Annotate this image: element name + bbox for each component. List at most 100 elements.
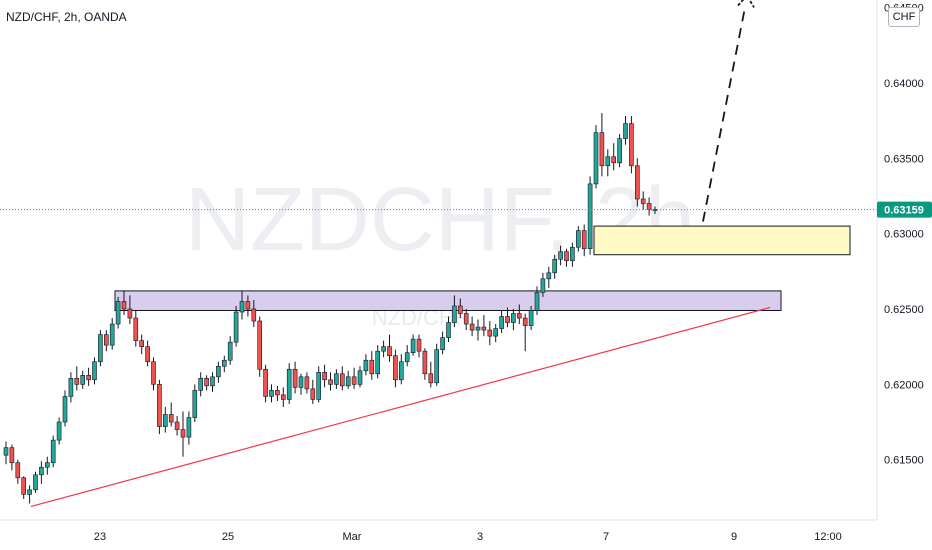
- candle: [469, 316, 475, 337]
- candle: [410, 334, 416, 356]
- candle: [168, 402, 174, 427]
- candle: [546, 266, 552, 288]
- candle: [198, 372, 203, 397]
- candle: [286, 363, 292, 404]
- candle: [558, 245, 563, 266]
- time-tick-label: Mar: [343, 531, 362, 543]
- ascending-trendline[interactable]: [30, 306, 771, 508]
- time-tick-label: 7: [603, 531, 609, 543]
- candlestick-series: [3, 113, 658, 504]
- candle: [493, 324, 499, 343]
- price-tick-label: 0.61500: [884, 455, 924, 467]
- time-tick-label: 3: [477, 531, 483, 543]
- candle: [109, 318, 115, 350]
- price-axis[interactable]: 0.61500 0.62000 0.62500 0.63000 0.63500 0.640…: [884, 3, 924, 467]
- candle: [646, 197, 652, 216]
- resistance-turned-support-zone[interactable]: [114, 290, 782, 311]
- time-axis[interactable]: 23 25 Mar 3 7 9 12:00: [94, 531, 842, 543]
- candle: [339, 366, 345, 391]
- candle: [9, 444, 15, 471]
- candle: [62, 390, 68, 427]
- candle: [369, 351, 375, 380]
- candle: [564, 248, 569, 267]
- candle: [404, 345, 410, 367]
- candle: [180, 411, 186, 457]
- candle: [452, 295, 457, 328]
- candle: [174, 416, 180, 436]
- currency-button[interactable]: CHF: [888, 7, 920, 27]
- candle: [552, 254, 558, 279]
- candle: [163, 406, 168, 433]
- candle: [345, 370, 351, 389]
- price-tick-label: 0.63000: [884, 229, 924, 241]
- candle: [316, 366, 322, 403]
- symbol-title[interactable]: NZD/CHF, 2h, OANDA: [6, 10, 127, 24]
- candle: [269, 384, 274, 403]
- candle: [115, 296, 121, 329]
- candle: [334, 369, 339, 389]
- candle: [50, 435, 56, 468]
- candle: [422, 348, 428, 380]
- candle: [21, 476, 27, 499]
- candle: [640, 191, 646, 210]
- candle: [98, 330, 103, 367]
- candle: [3, 441, 9, 465]
- candle: [151, 357, 156, 391]
- candle: [310, 379, 316, 404]
- candle: [428, 361, 434, 388]
- candle: [363, 354, 369, 376]
- projection-arrow-icon: [737, 0, 755, 8]
- candle: [457, 298, 463, 319]
- candle: [44, 456, 50, 475]
- candle: [351, 367, 357, 389]
- candle: [239, 290, 245, 320]
- candle: [322, 364, 327, 388]
- candle: [74, 366, 80, 391]
- candle: [304, 372, 310, 394]
- candle: [127, 295, 133, 325]
- candle: [522, 313, 528, 352]
- candle: [416, 334, 422, 358]
- candle: [245, 295, 251, 317]
- candle: [499, 310, 504, 334]
- price-tick-label: 0.62000: [884, 379, 924, 391]
- candle: [481, 315, 487, 337]
- time-tick-label: 9: [731, 531, 737, 543]
- candle: [204, 375, 209, 391]
- candle: [505, 307, 510, 328]
- candle: [216, 361, 221, 383]
- candle: [328, 372, 333, 391]
- candle: [511, 308, 516, 331]
- demand-zone[interactable]: [593, 225, 851, 256]
- candle: [280, 387, 286, 407]
- candle: [121, 290, 127, 316]
- candle: [15, 459, 21, 484]
- candle: [440, 331, 445, 355]
- candle: [233, 305, 239, 347]
- candle: [145, 340, 150, 367]
- time-tick-label: 12:00: [814, 531, 842, 543]
- candle: [587, 176, 593, 255]
- candle: [298, 373, 304, 395]
- svg-text:0.63159: 0.63159: [884, 205, 924, 217]
- candle: [528, 305, 534, 331]
- candle: [629, 116, 634, 174]
- price-tick-label: 0.62500: [884, 304, 924, 316]
- candle: [475, 319, 481, 341]
- candle: [434, 343, 440, 386]
- price-tick-label: 0.63500: [884, 153, 924, 165]
- candle: [398, 354, 404, 385]
- candle: [581, 224, 587, 257]
- candle: [487, 321, 493, 346]
- projection-dashed-line[interactable]: [702, 7, 746, 222]
- time-tick-label: 23: [94, 531, 106, 543]
- candle: [387, 334, 392, 362]
- candle: [157, 379, 162, 435]
- candle: [56, 417, 62, 445]
- candle: [227, 336, 233, 365]
- candle: [540, 272, 546, 297]
- candle: [139, 334, 144, 355]
- candle: [617, 134, 622, 168]
- candle: [104, 330, 109, 352]
